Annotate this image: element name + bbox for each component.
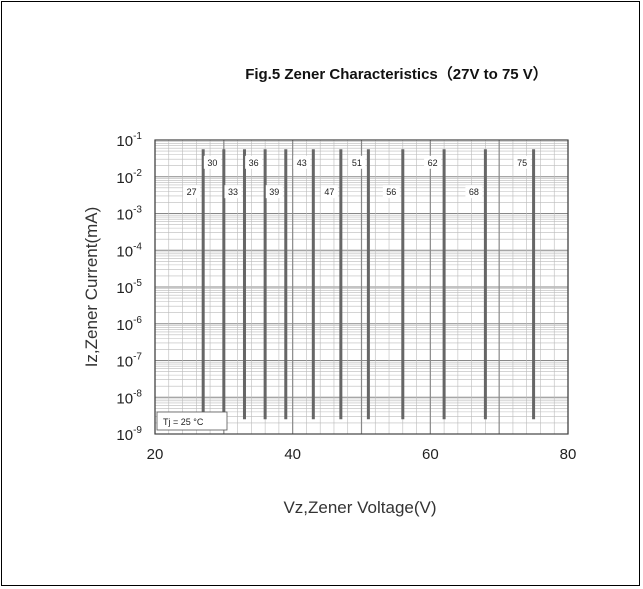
y-tick-label: 10-7	[116, 352, 142, 371]
y-axis-label: Iz,Zener Current(mA)	[82, 207, 101, 368]
curve-label-bg	[203, 155, 221, 169]
x-tick-label: 60	[422, 446, 439, 463]
y-tick-label: 10-5	[116, 278, 142, 297]
plot-border	[154, 139, 569, 435]
curve-label-bg	[183, 185, 201, 199]
x-tick-label: 20	[147, 446, 164, 463]
curve-label-bg	[424, 155, 442, 169]
curve-label-bg	[245, 155, 263, 169]
y-tick-label: 10-4	[116, 241, 142, 260]
curve-label-bg	[382, 185, 400, 199]
curve-label-36: 36	[249, 158, 259, 168]
curve-label-27: 27	[187, 187, 197, 197]
x-tick-label: 40	[284, 446, 301, 463]
curve-label-bg	[513, 155, 531, 169]
curve-label-68: 68	[469, 187, 479, 197]
y-tick-label: 10-2	[116, 168, 142, 187]
curve-label-30: 30	[207, 158, 217, 168]
curve-label-bg	[265, 185, 283, 199]
y-tick-label: 10-6	[116, 315, 142, 334]
y-tick-label: 10-1	[116, 131, 142, 150]
curve-label-43: 43	[297, 158, 307, 168]
y-tick-label: 10-3	[116, 205, 142, 224]
x-axis-label: Vz,Zener Voltage(V)	[283, 498, 436, 517]
curve-label-bg	[348, 155, 366, 169]
curve-label-47: 47	[324, 187, 334, 197]
curve-label-62: 62	[428, 158, 438, 168]
curve-label-51: 51	[352, 158, 362, 168]
curve-label-33: 33	[228, 187, 238, 197]
x-tick-label: 80	[560, 446, 577, 463]
curve-label-56: 56	[386, 187, 396, 197]
curve-label-bg	[465, 185, 483, 199]
curve-label-75: 75	[517, 158, 527, 168]
curve-label-39: 39	[269, 187, 279, 197]
temperature-annotation: Tj = 25 °C	[163, 417, 204, 427]
chart-title: Fig.5 Zener Characteristics（27V to 75 V）	[245, 66, 548, 83]
curve-label-bg	[320, 185, 338, 199]
curve-label-bg	[224, 185, 242, 199]
y-tick-label: 10-9	[116, 425, 142, 444]
y-tick-label: 10-8	[116, 388, 142, 407]
curve-label-bg	[293, 155, 311, 169]
temperature-box	[156, 411, 228, 431]
